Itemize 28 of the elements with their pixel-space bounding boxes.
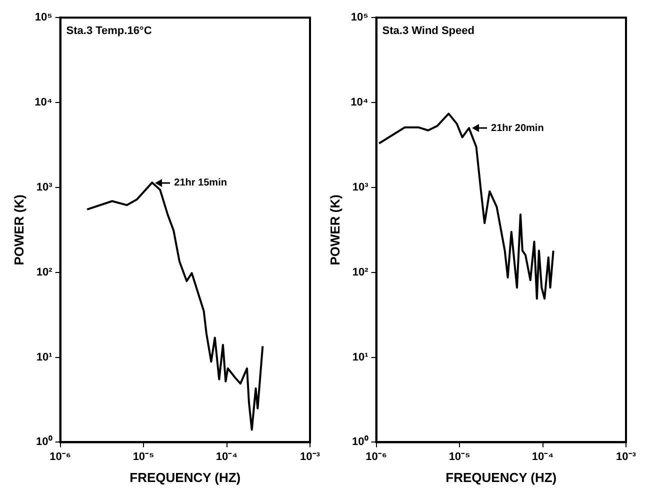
x-tick-label: 10⁻³ <box>300 450 320 463</box>
x-axis-title: FREQUENCY (HZ) <box>446 470 557 485</box>
y-tick-label: 10² <box>36 266 53 278</box>
x-tick-label: 10⁻⁵ <box>448 450 470 463</box>
annotation: 21hr 15min <box>174 177 227 188</box>
x-tick-label: 10⁻⁶ <box>50 450 71 463</box>
y-tick-label: 10³ <box>352 181 369 194</box>
annotation: 21hr 20min <box>491 122 544 134</box>
x-tick-label: 10⁻³ <box>616 450 636 463</box>
text: Sta.3 Wind Speed <box>382 25 474 38</box>
y-tick-label: 10⁴ <box>34 96 52 109</box>
y-tick-label: 10¹ <box>352 351 369 364</box>
y-tick-label: 10⁴ <box>350 96 368 109</box>
y-tick-label: 10⁰ <box>36 435 52 448</box>
x-tick-label: 10⁻⁵ <box>132 450 154 463</box>
text: Sta.3 Temp.16°C <box>66 25 152 38</box>
x-tick-label: 10⁻⁴ <box>216 450 238 463</box>
y-tick-label: 10⁵ <box>350 12 368 24</box>
y-tick-label: 10³ <box>36 181 53 194</box>
y-tick-label: 10¹ <box>36 351 53 364</box>
y-tick-label: 10⁰ <box>352 435 368 448</box>
x-axis-title: FREQUENCY (HZ) <box>130 470 241 485</box>
y-axis-title: POWER (K) <box>327 194 342 266</box>
y-tick-label: 10⁵ <box>34 12 52 24</box>
y-tick-label: 10² <box>352 266 369 278</box>
y-axis-title: POWER (K) <box>11 194 26 266</box>
x-tick-label: 10⁻⁴ <box>532 450 554 463</box>
x-tick-label: 10⁻⁶ <box>366 450 387 463</box>
